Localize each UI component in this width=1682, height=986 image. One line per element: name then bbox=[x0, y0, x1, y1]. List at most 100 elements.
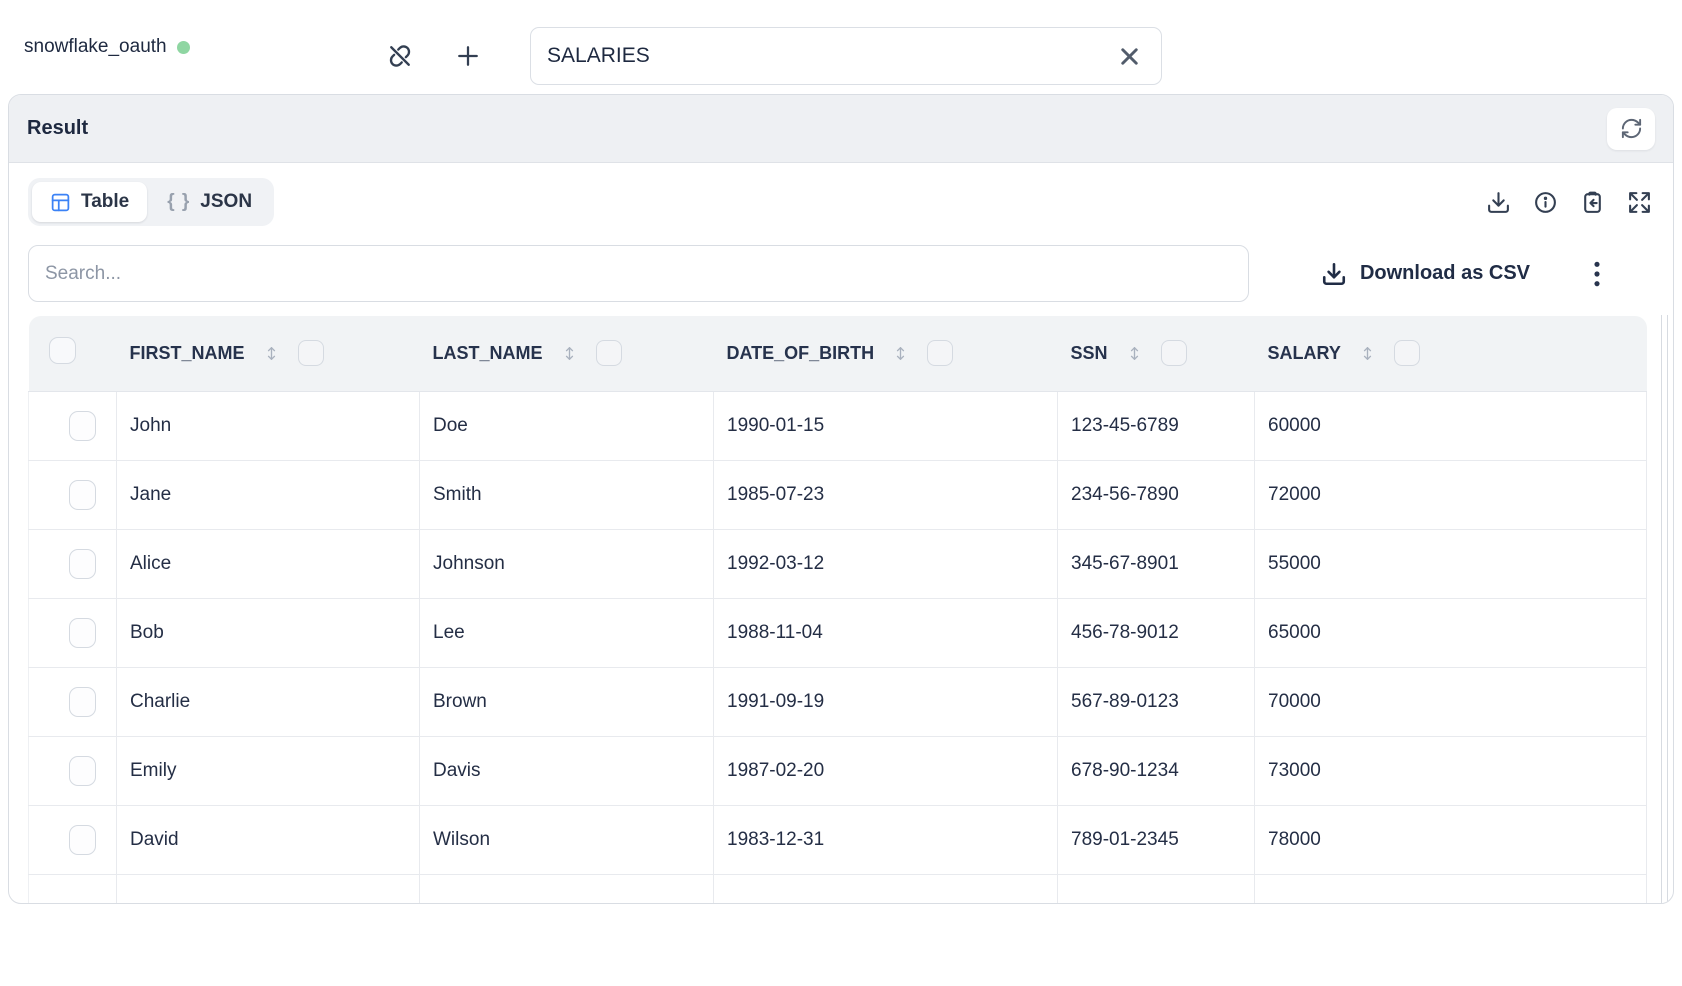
result-table: FIRST_NAME LAST_NAME DATE_OF_BIRTH SSN S… bbox=[28, 316, 1647, 903]
sort-icon[interactable] bbox=[1359, 342, 1376, 365]
column-label: SSN bbox=[1070, 342, 1108, 363]
table-row-partial bbox=[28, 874, 1647, 903]
column-filter-checkbox[interactable] bbox=[297, 340, 324, 367]
table-row[interactable]: John Doe 1990-01-15 123-45-6789 60000 bbox=[28, 391, 1647, 461]
row-checkbox[interactable] bbox=[69, 755, 96, 786]
table-cell: 1990-01-15 bbox=[713, 391, 1058, 461]
result-table-wrap: FIRST_NAME LAST_NAME DATE_OF_BIRTH SSN S… bbox=[28, 316, 1654, 903]
table-row[interactable]: Bob Lee 1988-11-04 456-78-9012 65000 bbox=[28, 598, 1647, 668]
table-cell: Alice bbox=[116, 529, 420, 599]
row-select-cell bbox=[28, 874, 117, 903]
table-header-row: FIRST_NAME LAST_NAME DATE_OF_BIRTH SSN S… bbox=[28, 316, 1647, 392]
tab-json[interactable]: { } JSON bbox=[149, 182, 270, 222]
row-select-cell bbox=[28, 805, 117, 875]
column-header-first_name[interactable]: FIRST_NAME bbox=[116, 316, 420, 392]
expand-fullscreen-button[interactable] bbox=[1626, 189, 1652, 215]
vertical-scrollbar[interactable] bbox=[1661, 315, 1668, 903]
table-cell: John bbox=[116, 391, 420, 461]
table-cell: 123-45-6789 bbox=[1057, 391, 1255, 461]
refresh-button[interactable] bbox=[1607, 107, 1655, 150]
row-checkbox[interactable] bbox=[69, 479, 96, 510]
row-checkbox[interactable] bbox=[69, 548, 96, 579]
column-filter-checkbox[interactable] bbox=[1393, 340, 1420, 367]
row-checkbox[interactable] bbox=[69, 686, 96, 717]
table-cell: 70000 bbox=[1254, 667, 1647, 737]
result-panel-header: Result bbox=[9, 95, 1673, 163]
table-cell: 567-89-0123 bbox=[1057, 667, 1255, 737]
table-cell: Wilson bbox=[419, 805, 714, 875]
info-button[interactable] bbox=[1532, 189, 1558, 215]
select-all-checkbox[interactable] bbox=[48, 337, 76, 365]
select-all-header-cell bbox=[28, 316, 117, 392]
column-header-salary[interactable]: SALARY bbox=[1254, 316, 1647, 392]
table-cell: 1985-07-23 bbox=[713, 460, 1058, 530]
column-label: SALARY bbox=[1267, 342, 1341, 363]
tab-table[interactable]: Table bbox=[32, 182, 148, 222]
result-panel: Result Table bbox=[8, 94, 1674, 904]
download-csv-button[interactable]: Download as CSV bbox=[1321, 261, 1530, 287]
table-name-input[interactable] bbox=[530, 27, 1162, 85]
column-label: FIRST_NAME bbox=[129, 342, 245, 363]
clipboard-paste-icon bbox=[1583, 191, 1601, 213]
column-header-last_name[interactable]: LAST_NAME bbox=[419, 316, 714, 392]
row-select-cell bbox=[28, 391, 117, 461]
table-cell: Davis bbox=[419, 736, 714, 806]
connection-indicator: snowflake_oauth bbox=[24, 0, 190, 94]
column-header-date_of_birth[interactable]: DATE_OF_BIRTH bbox=[713, 316, 1058, 392]
table-cell: 72000 bbox=[1254, 460, 1647, 530]
table-cell: 65000 bbox=[1254, 598, 1647, 668]
row-checkbox[interactable] bbox=[69, 824, 96, 855]
table-cell: 456-78-9012 bbox=[1057, 598, 1255, 668]
table-cell: Brown bbox=[419, 667, 714, 737]
result-tool-icons bbox=[1485, 189, 1654, 215]
table-cell: 789-01-2345 bbox=[1057, 805, 1255, 875]
add-query-button[interactable] bbox=[446, 34, 490, 78]
table-icon bbox=[51, 193, 70, 211]
table-cell: 1991-09-19 bbox=[713, 667, 1058, 737]
connection-name: snowflake_oauth bbox=[24, 36, 167, 57]
refresh-icon bbox=[1621, 118, 1641, 139]
column-label: LAST_NAME bbox=[432, 342, 543, 363]
more-options-button[interactable] bbox=[1582, 257, 1612, 291]
table-cell: Doe bbox=[419, 391, 714, 461]
download-result-button[interactable] bbox=[1485, 189, 1511, 215]
row-select-cell bbox=[28, 529, 117, 599]
view-toolbar: Table { } JSON bbox=[28, 177, 1654, 227]
panel-title: Result bbox=[27, 117, 89, 139]
search-input[interactable] bbox=[28, 245, 1249, 302]
download-csv-label: Download as CSV bbox=[1359, 262, 1530, 284]
plus-icon bbox=[458, 46, 478, 66]
column-filter-checkbox[interactable] bbox=[1160, 340, 1187, 367]
sort-icon[interactable] bbox=[892, 342, 909, 365]
table-cell: Bob bbox=[116, 598, 420, 668]
sort-icon[interactable] bbox=[561, 342, 578, 365]
copy-to-clipboard-button[interactable] bbox=[1579, 189, 1605, 215]
table-cell: Johnson bbox=[419, 529, 714, 599]
row-checkbox[interactable] bbox=[69, 410, 96, 441]
sort-icon[interactable] bbox=[263, 342, 280, 365]
table-cell: 60000 bbox=[1254, 391, 1647, 461]
table-row[interactable]: Charlie Brown 1991-09-19 567-89-0123 70000 bbox=[28, 667, 1647, 737]
column-header-ssn[interactable]: SSN bbox=[1057, 316, 1255, 392]
unlink-icon bbox=[389, 45, 411, 67]
table-row[interactable]: Alice Johnson 1992-03-12 345-67-8901 55000 bbox=[28, 529, 1647, 599]
disconnect-button[interactable] bbox=[378, 34, 422, 78]
top-bar: snowflake_oauth bbox=[0, 0, 1682, 94]
row-select-cell bbox=[28, 736, 117, 806]
clear-query-button[interactable] bbox=[1114, 41, 1144, 71]
row-select-cell bbox=[28, 460, 117, 530]
table-cell: 234-56-7890 bbox=[1057, 460, 1255, 530]
table-cell: 1988-11-04 bbox=[713, 598, 1058, 668]
table-row[interactable]: Jane Smith 1985-07-23 234-56-7890 72000 bbox=[28, 460, 1647, 530]
table-cell: 1987-02-20 bbox=[713, 736, 1058, 806]
expand-icon bbox=[1628, 191, 1650, 213]
info-icon bbox=[1534, 191, 1556, 213]
braces-icon: { } bbox=[167, 191, 191, 212]
row-checkbox[interactable] bbox=[69, 617, 96, 648]
table-row[interactable]: David Wilson 1983-12-31 789-01-2345 78000 bbox=[28, 805, 1647, 875]
table-cell: Smith bbox=[419, 460, 714, 530]
table-row[interactable]: Emily Davis 1987-02-20 678-90-1234 73000 bbox=[28, 736, 1647, 806]
column-filter-checkbox[interactable] bbox=[927, 340, 954, 367]
sort-icon[interactable] bbox=[1126, 342, 1143, 365]
column-filter-checkbox[interactable] bbox=[595, 340, 622, 367]
